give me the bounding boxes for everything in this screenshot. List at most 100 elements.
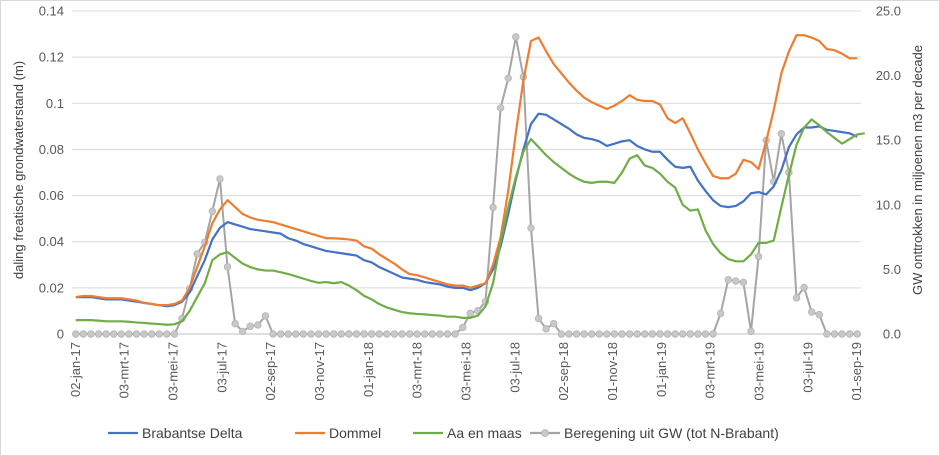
beregening-marker xyxy=(337,330,346,338)
beregening-marker xyxy=(231,319,239,328)
beregening-marker xyxy=(663,330,672,338)
beregening-marker xyxy=(739,278,748,287)
legend-label: Beregening uit GW (tot N-Brabant) xyxy=(564,425,779,441)
beregening-marker xyxy=(314,330,323,338)
x-tick-label: 01-jan-18 xyxy=(361,342,376,397)
beregening-marker xyxy=(436,330,444,338)
x-tick-label: 02-sep-18 xyxy=(556,342,571,401)
beregening-marker xyxy=(276,330,285,338)
left-y-tick-label: 0.14 xyxy=(39,4,64,19)
beregening-marker xyxy=(330,330,338,338)
beregening-marker xyxy=(163,330,171,338)
beregening-marker xyxy=(724,276,732,284)
left-axis-title: daling freatische grondwaterstand (m) xyxy=(11,61,26,279)
beregening-marker xyxy=(345,330,353,338)
beregening-marker xyxy=(853,330,861,338)
series-line-dommel xyxy=(75,34,858,307)
beregening-marker xyxy=(405,330,414,338)
x-tick-label: 03-mei-19 xyxy=(752,342,767,401)
beregening-marker xyxy=(117,330,126,338)
beregening-marker xyxy=(527,224,535,232)
beregening-marker xyxy=(845,330,854,338)
right-y-tick-label: 15.0 xyxy=(876,133,901,148)
beregening-marker xyxy=(284,330,292,338)
beregening-marker xyxy=(87,330,95,338)
beregening-marker xyxy=(360,330,368,338)
beregening-marker xyxy=(459,323,467,332)
x-tick-label: 02-sep-17 xyxy=(263,342,278,401)
legend-label: Dommel xyxy=(329,425,381,441)
beregening-marker xyxy=(823,330,831,338)
beregening-marker xyxy=(679,330,687,338)
beregening-marker xyxy=(170,330,179,338)
legend-label: Aa en maas xyxy=(447,425,522,441)
x-tick-label: 03-mei-17 xyxy=(165,342,180,401)
beregening-marker xyxy=(648,330,657,338)
beregening-marker xyxy=(383,330,391,338)
series-line-beregening xyxy=(75,35,858,335)
beregening-marker xyxy=(504,74,512,82)
left-y-tick-label: 0.06 xyxy=(39,188,64,203)
right-y-tick-label: 25.0 xyxy=(876,4,901,19)
beregening-marker xyxy=(94,330,103,338)
beregening-marker xyxy=(625,330,634,338)
beregening-marker xyxy=(557,330,566,338)
beregening-marker xyxy=(110,330,118,338)
beregening-marker xyxy=(807,308,816,316)
x-tick-label: 03-jul-19 xyxy=(800,342,815,393)
legend-label: Brabantse Delta xyxy=(142,425,243,441)
beregening-marker xyxy=(208,207,217,215)
x-axis-ticks: 02-jan-17 03-mrt-17 03-mei-17 03-jul-17 02-s… xyxy=(68,342,864,401)
beregening-marker xyxy=(534,314,543,323)
beregening-marker xyxy=(72,330,80,338)
series-line-brabantse-delta xyxy=(75,112,858,308)
x-tick-label: 03-mrt-19 xyxy=(703,342,718,398)
beregening-marker xyxy=(398,330,406,338)
x-tick-label: 01-sep-19 xyxy=(849,342,864,401)
left-y-tick-label: 0.1 xyxy=(46,96,64,111)
gridlines xyxy=(72,10,861,335)
left-y-tick-label: 0.08 xyxy=(39,142,64,157)
x-tick-label: 01-nov-18 xyxy=(605,342,620,401)
beregening-marker xyxy=(792,294,801,302)
beregening-marker xyxy=(580,330,588,338)
beregening-marker xyxy=(595,330,603,338)
left-y-tick-label: 0.02 xyxy=(39,280,64,295)
beregening-marker xyxy=(565,330,573,338)
right-y-tick-label: 20.0 xyxy=(876,68,901,83)
beregening-marker xyxy=(716,309,725,318)
beregening-marker xyxy=(610,330,619,338)
beregening-marker xyxy=(261,312,270,320)
beregening-marker xyxy=(292,330,300,338)
left-y-axis-ticks: 0 0.02 0.04 0.06 0.08 0.1 0.12 0.14 xyxy=(39,4,64,342)
x-tick-label: 02-jan-17 xyxy=(68,342,83,397)
beregening-marker xyxy=(307,330,315,338)
x-tick-label: 03-jul-17 xyxy=(214,342,229,393)
beregening-marker xyxy=(216,175,224,183)
x-tick-label: 03-mrt-17 xyxy=(117,342,132,398)
beregening-marker xyxy=(375,330,383,338)
beregening-marker xyxy=(618,330,626,338)
beregening-marker xyxy=(223,263,232,271)
legend: Brabantse Delta Dommel Aa en maas Beregenin… xyxy=(108,425,779,441)
beregening-marker xyxy=(451,330,459,338)
right-axis-title: GW onttrokken in miljoenen m3 per decade xyxy=(910,45,925,295)
beregening-marker xyxy=(830,330,839,338)
beregening-marker xyxy=(572,330,581,338)
beregening-marker xyxy=(466,309,474,318)
beregening-marker xyxy=(352,330,361,338)
x-tick-label: 03-mei-18 xyxy=(459,342,474,401)
beregening-marker xyxy=(512,33,520,41)
beregening-marker xyxy=(443,330,452,338)
beregening-marker xyxy=(489,203,497,212)
beregening-marker xyxy=(587,330,596,338)
x-tick-label: 03-nov-17 xyxy=(312,342,327,401)
beregening-marker xyxy=(709,330,717,338)
right-y-tick-label: 10.0 xyxy=(876,197,901,212)
beregening-marker xyxy=(747,327,755,336)
left-y-tick-label: 0.12 xyxy=(39,50,64,65)
series-line-aa-en-maas xyxy=(75,118,865,326)
